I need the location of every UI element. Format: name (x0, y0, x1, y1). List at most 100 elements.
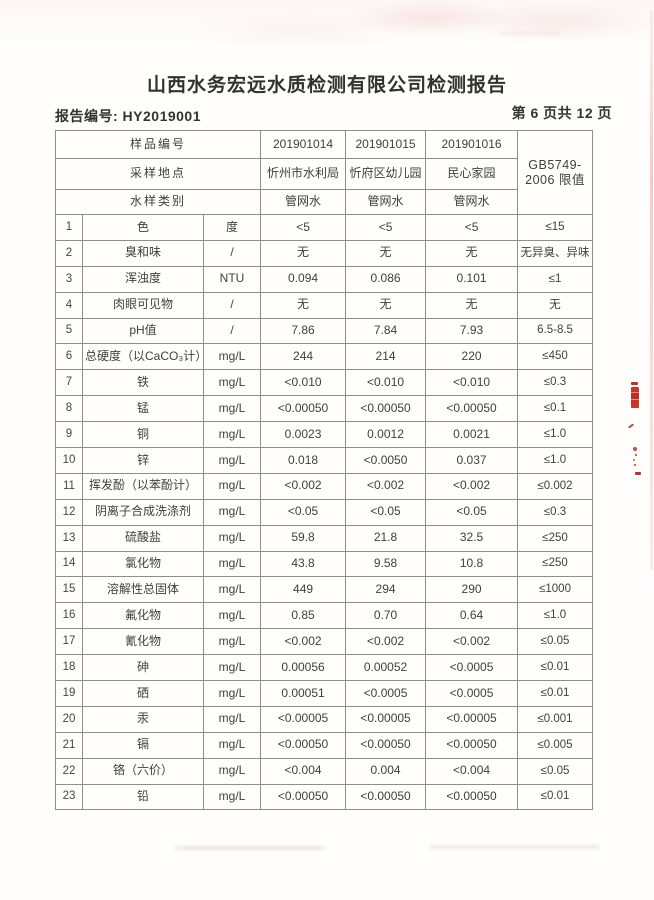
cell-value-sample-3: 0.101 (425, 265, 519, 293)
cell-value-sample-3: <0.00005 (425, 705, 519, 733)
cell-row-number: 9 (55, 421, 83, 449)
cell-unit: mg/L (202, 421, 262, 449)
scan-artifact-smudge (500, 32, 560, 35)
cell-value-sample-3: 7.93 (425, 317, 519, 345)
red-stamp-fragment-icon (631, 382, 638, 385)
location-1: 忻州市水利局 (260, 158, 347, 190)
cell-limit-value: ≤0.3 (517, 498, 594, 526)
cell-value-sample-1: <0.004 (260, 757, 347, 785)
cell-value-sample-3: 0.0021 (425, 421, 519, 449)
page-title: 山西水务宏远水质检测有限公司检测报告 (146, 75, 507, 96)
result-row: 11 挥发酚（以苯酚计） mg/L <0.002 <0.002 <0.002 ≤… (55, 472, 594, 500)
result-row: 10 锌 mg/L 0.018 <0.0050 0.037 ≤1.0 (55, 447, 594, 474)
cell-value-sample-3: <0.00050 (425, 731, 519, 759)
location-2: 忻府区幼儿园 (345, 158, 427, 190)
cell-parameter-name: 砷 (82, 654, 204, 682)
result-row: 2 臭和味 / 无 无 无 无异臭、异味 (55, 239, 594, 267)
cell-parameter-name: 汞 (82, 705, 204, 733)
cell-value-sample-3: <0.010 (425, 369, 519, 397)
cell-unit: mg/L (202, 498, 262, 526)
cell-row-number: 3 (55, 265, 83, 293)
cell-value-sample-1: 0.018 (260, 447, 347, 474)
result-row: 7 铁 mg/L <0.010 <0.010 <0.010 ≤0.3 (55, 369, 594, 397)
cell-limit-value: ≤0.005 (517, 731, 594, 759)
cell-unit: mg/L (202, 369, 262, 397)
result-row: 22 铬（六价） mg/L <0.004 0.004 <0.004 ≤0.05 (55, 757, 594, 785)
cell-parameter-name: 铅 (82, 783, 204, 811)
cell-value-sample-1: 59.8 (260, 524, 347, 552)
cell-row-number: 19 (55, 680, 83, 707)
cell-unit: / (202, 291, 262, 319)
scan-artifact-smudge (175, 846, 325, 850)
cell-value-sample-2: 无 (345, 239, 427, 267)
cell-unit: mg/L (202, 731, 262, 759)
cell-row-number: 12 (55, 498, 83, 526)
cell-value-sample-3: 0.64 (425, 602, 519, 630)
cell-value-sample-3: 无 (425, 291, 519, 319)
cell-limit-value: ≤0.05 (517, 757, 594, 785)
cell-limit-value: ≤15 (517, 214, 594, 241)
result-row: 20 汞 mg/L <0.00005 <0.00005 <0.00005 ≤0.… (55, 705, 594, 733)
cell-value-sample-3: <0.0005 (425, 654, 519, 682)
cell-value-sample-1: <0.010 (260, 369, 347, 397)
cell-limit-value: 6.5-8.5 (517, 317, 594, 345)
cell-value-sample-1: 0.0023 (260, 421, 347, 449)
cell-value-sample-2: 7.84 (345, 317, 427, 345)
cell-parameter-name: 色 (82, 214, 204, 241)
cell-value-sample-1: 无 (260, 291, 347, 319)
sample-id-2: 201901015 (345, 130, 427, 159)
cell-limit-value: ≤250 (517, 524, 594, 552)
cell-value-sample-2: <5 (345, 214, 427, 241)
header-row-location: 采样地点 忻州市水利局 忻府区幼儿园 民心家园 (54, 158, 593, 190)
cell-unit: mg/L (202, 447, 262, 474)
cell-value-sample-2: 9.58 (345, 550, 427, 578)
sample-id-3: 201901016 (425, 130, 519, 159)
cell-unit: mg/L (202, 602, 262, 630)
cell-value-sample-3: 无 (425, 239, 519, 267)
cell-row-number: 10 (55, 447, 83, 474)
cell-limit-value: ≤0.002 (517, 472, 594, 500)
cell-value-sample-3: <0.00050 (425, 395, 519, 423)
cell-parameter-name: 硫酸盐 (82, 524, 204, 552)
cell-row-number: 17 (55, 628, 83, 656)
location-label: 采样地点 (54, 158, 262, 190)
cell-limit-value: ≤0.001 (517, 705, 594, 733)
cell-row-number: 23 (55, 783, 83, 811)
cell-parameter-name: 氯化物 (82, 550, 204, 578)
cell-value-sample-2: 21.8 (345, 524, 427, 552)
cell-unit: mg/L (202, 628, 262, 656)
cell-parameter-name: 臭和味 (82, 239, 204, 267)
cell-parameter-name: 总硬度（以CaCO₃计） (82, 343, 207, 371)
cell-row-number: 13 (55, 524, 83, 552)
cell-row-number: 8 (55, 395, 83, 423)
cell-limit-value: ≤250 (517, 550, 594, 578)
result-row: 4 肉眼可见物 / 无 无 无 无 (55, 291, 594, 319)
cell-value-sample-1: 0.00051 (260, 680, 347, 707)
cell-value-sample-3: <0.05 (425, 498, 519, 526)
cell-value-sample-1: 7.86 (260, 317, 347, 345)
result-row: 23 铅 mg/L <0.00050 <0.00050 <0.00050 ≤0.… (55, 783, 594, 811)
cell-row-number: 4 (55, 291, 83, 319)
cell-row-number: 22 (55, 757, 83, 785)
cell-unit: mg/L (202, 395, 262, 423)
cell-limit-value: ≤1000 (517, 576, 594, 604)
cell-value-sample-2: 0.00052 (345, 654, 427, 682)
cell-value-sample-3: <0.002 (425, 628, 519, 656)
cell-value-sample-2: 0.086 (345, 265, 427, 293)
cell-parameter-name: 铜 (82, 421, 204, 449)
result-row: 1 色 度 <5 <5 <5 ≤15 (55, 214, 594, 241)
cell-limit-value: ≤450 (517, 343, 594, 371)
cell-unit: NTU (202, 265, 262, 293)
cell-value-sample-2: 294 (345, 576, 427, 604)
cell-value-sample-2: 0.004 (345, 757, 427, 785)
cell-value-sample-1: <0.00050 (260, 395, 347, 423)
red-stamp-fragment-icon (631, 387, 639, 408)
cell-value-sample-2: <0.010 (345, 369, 427, 397)
results-table: 样品编号 201901014 201901015 201901016 GB574… (54, 130, 594, 811)
cell-limit-value: ≤0.01 (517, 680, 594, 707)
cell-value-sample-2: 214 (345, 343, 427, 371)
cell-value-sample-2: 0.0012 (345, 421, 427, 449)
cell-parameter-name: 浑浊度 (82, 265, 204, 293)
cell-row-number: 5 (55, 317, 83, 345)
cell-parameter-name: 锌 (82, 447, 204, 474)
